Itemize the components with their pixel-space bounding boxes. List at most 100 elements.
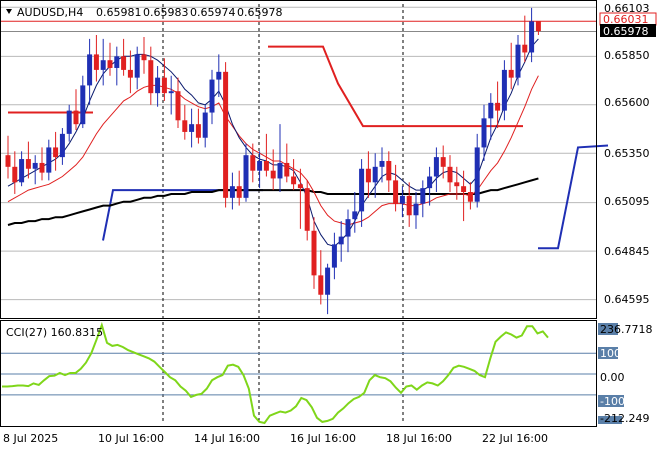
candle-body — [413, 203, 419, 216]
candle-body — [5, 155, 11, 167]
time-axis: 8 Jul 2025 10 Jul 16:00 14 Jul 16:00 16 … — [3, 432, 548, 445]
candle-body — [263, 161, 269, 171]
candle-body — [433, 157, 439, 177]
candle-body — [175, 91, 181, 121]
time-label: 10 Jul 16:00 — [98, 432, 164, 445]
last-price-box — [600, 24, 656, 37]
ohlc-open: 0.65981 — [96, 6, 142, 19]
candle-body — [80, 85, 86, 125]
ohlc-high: 0.65983 — [143, 6, 189, 19]
price-tick: 0.65600 — [604, 96, 650, 109]
candle-body — [87, 54, 93, 86]
candle-body — [481, 118, 487, 148]
candle-body — [406, 195, 412, 216]
candle-body — [535, 21, 541, 32]
candle-body — [243, 155, 249, 198]
candle-body — [474, 147, 480, 202]
candle-body — [100, 60, 106, 70]
candle-body — [114, 56, 120, 68]
stop-line-blue — [538, 144, 609, 250]
candle-body — [522, 44, 528, 53]
candle-body — [32, 162, 38, 169]
candle-body — [440, 157, 446, 167]
time-label: 18 Jul 16:00 — [386, 432, 452, 445]
price-tick: 0.64845 — [604, 245, 650, 258]
price-tick: 0.65850 — [604, 49, 650, 62]
cci-tick-minus100: -100 — [600, 395, 625, 408]
candle-body — [161, 77, 167, 94]
price-tick: 0.64595 — [604, 293, 650, 306]
candle-body — [318, 275, 324, 295]
candle-body — [121, 56, 127, 70]
candle-body — [209, 79, 215, 113]
candle-body — [420, 188, 426, 204]
candle-body — [447, 166, 453, 183]
candle-body — [488, 102, 494, 119]
cci-tick-0: 0.00 — [600, 371, 625, 384]
candle-body — [331, 244, 337, 268]
time-label: 14 Jul 16:00 — [194, 432, 260, 445]
candle-body — [155, 77, 161, 94]
cci-panel — [2, 321, 549, 425]
candle-body — [229, 186, 235, 198]
candle-body — [399, 195, 405, 204]
collapse-triangle-icon[interactable] — [6, 9, 12, 14]
last-price-label: 0.65978 — [603, 25, 649, 38]
candle-body — [345, 219, 351, 237]
stop-line-red — [268, 45, 523, 128]
candle-body — [372, 166, 378, 183]
cci-line — [2, 321, 549, 425]
ohlc-close: 0.65978 — [237, 6, 283, 19]
cci-tick-100: 100 — [600, 347, 621, 360]
candle-body — [148, 60, 154, 94]
candle-body — [257, 161, 263, 171]
candle-body — [297, 184, 303, 189]
candle-body — [501, 69, 507, 111]
candle-body — [93, 54, 99, 70]
candle-body — [291, 176, 297, 185]
candle-body — [365, 168, 371, 183]
candle-body — [270, 170, 276, 179]
candle-body — [529, 21, 535, 53]
candle-body — [325, 267, 331, 295]
candle-body — [202, 112, 208, 138]
candle-body — [495, 102, 501, 111]
cci-minus100-badge — [598, 395, 624, 407]
frame — [0, 0, 597, 427]
time-label: 22 Jul 16:00 — [482, 432, 548, 445]
cci-min-badge — [598, 416, 622, 424]
candle-body — [59, 133, 65, 158]
candle-body — [73, 110, 79, 125]
candle-body — [461, 186, 467, 193]
candle-body — [12, 166, 18, 183]
candle-body — [352, 211, 358, 220]
candle-body — [216, 71, 222, 80]
price-tick: 0.65095 — [604, 195, 650, 208]
candle-body — [277, 162, 283, 179]
cci-100-badge — [598, 347, 618, 359]
candle-body — [107, 60, 113, 68]
high-marker-label: 0.66031 — [603, 13, 649, 26]
price-pane-border — [0, 0, 597, 319]
candle-body — [46, 147, 52, 173]
cci-max-label: 236.7718 — [600, 323, 653, 336]
candle-body — [53, 147, 59, 158]
stop-lines — [8, 45, 609, 250]
candle-body — [338, 236, 344, 245]
candle-body — [304, 188, 310, 231]
candle-body — [19, 159, 25, 183]
cci-max-badge — [598, 323, 618, 335]
candle-body — [508, 69, 514, 78]
candle-body — [427, 176, 433, 189]
price-axis: 0.66103 0.65850 0.65600 0.65350 0.65095 … — [604, 2, 650, 306]
grid — [0, 4, 596, 424]
candle-body — [250, 155, 256, 171]
candle-body — [127, 69, 133, 78]
candle-body — [311, 230, 317, 276]
time-label: 8 Jul 2025 — [3, 432, 58, 445]
candle-body — [467, 192, 473, 202]
candle-body — [195, 124, 201, 138]
candle-body — [223, 71, 229, 198]
